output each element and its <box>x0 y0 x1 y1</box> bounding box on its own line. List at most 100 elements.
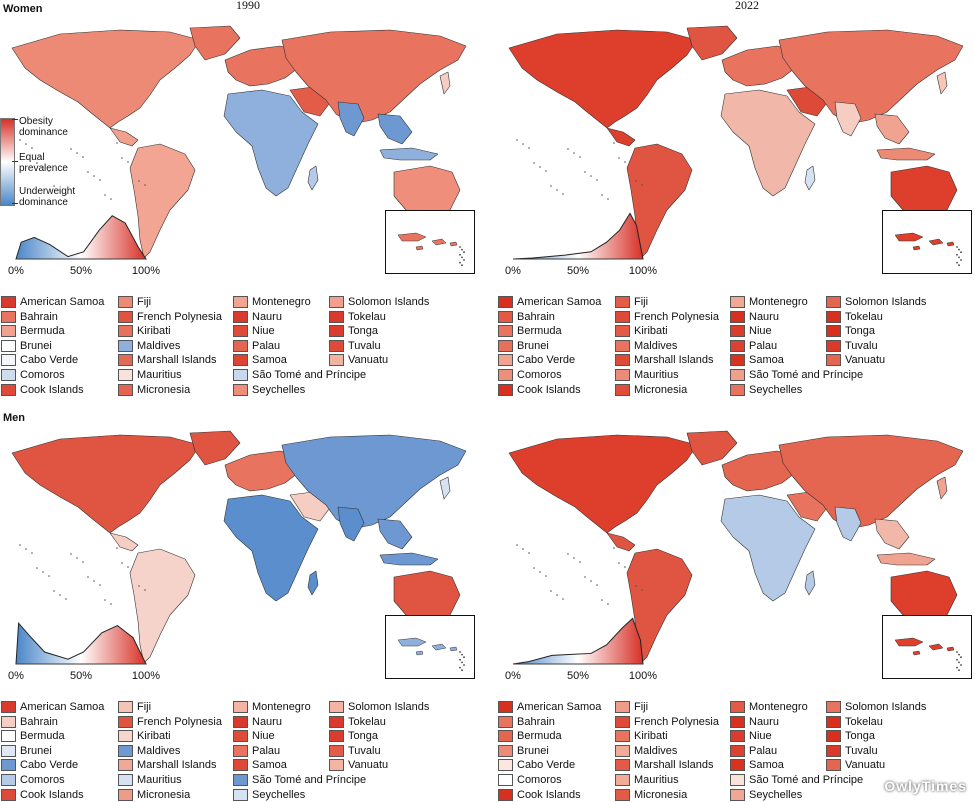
legend-item: Kiribati <box>615 729 668 743</box>
island-dot <box>545 170 547 172</box>
legend-swatch <box>730 339 745 352</box>
legend-item: Tonga <box>826 324 875 338</box>
legend-label: São Tomé and Príncipe <box>749 369 864 381</box>
island-dot <box>87 576 89 578</box>
legend-item: Fiji <box>615 700 648 714</box>
inset-island <box>449 241 458 247</box>
island-dot <box>144 589 146 591</box>
legend-swatch <box>826 715 841 728</box>
tick-label: 50% <box>566 670 590 682</box>
legend-swatch <box>826 296 841 308</box>
world-map <box>11 25 475 259</box>
legend-label: Tuvalu <box>348 744 381 757</box>
legend-item: Tonga <box>826 729 875 743</box>
legend-item: Palau <box>233 744 280 758</box>
island-dot <box>607 198 609 200</box>
legend-label: Cook Islands <box>20 383 84 396</box>
island-dot <box>87 171 89 173</box>
legend-swatch <box>498 701 513 713</box>
inset-island <box>946 241 955 247</box>
legend-item: French Polynesia <box>118 715 222 729</box>
region-seAsia <box>377 518 413 550</box>
legend-item: Bahrain <box>498 715 555 729</box>
inset-island-dot <box>459 246 461 248</box>
legend-label: Niue <box>749 325 772 338</box>
region-seAsia <box>377 113 413 145</box>
legend-item: Samoa <box>730 758 784 772</box>
legend-item: Vanuatu <box>826 353 885 367</box>
inset-island-dot <box>960 664 962 666</box>
island-dot <box>550 590 552 592</box>
legend-label: Cabo Verde <box>20 759 79 772</box>
legend-label: Seychelles <box>252 383 306 396</box>
legend-item: Niue <box>233 324 275 338</box>
inset-island-dot <box>463 251 465 254</box>
island-dot <box>624 161 626 163</box>
world-map <box>11 430 475 664</box>
island-dot <box>545 575 547 577</box>
tick-label: 50% <box>69 670 93 682</box>
legend-label: Solomon Islands <box>845 701 927 713</box>
legend-item: Brunei <box>498 339 549 353</box>
legend-swatch <box>498 759 513 772</box>
legend-item: Micronesia <box>615 788 687 802</box>
region-madagascar <box>804 165 816 191</box>
legend-swatch <box>615 730 630 743</box>
legend-swatch <box>233 759 248 772</box>
island-dot <box>607 603 609 605</box>
legend-swatch <box>329 354 344 367</box>
legend-swatch <box>498 296 513 308</box>
region-europe <box>721 45 798 87</box>
legend-swatch <box>1 774 16 786</box>
legend-swatch <box>1 339 16 352</box>
legend-item: Comoros <box>1 368 65 382</box>
legend-item: American Samoa <box>1 700 104 714</box>
legend-swatch <box>498 744 513 757</box>
legend-swatch <box>233 369 248 381</box>
legend-swatch <box>730 310 745 323</box>
legend-swatch <box>118 339 133 352</box>
island-dot <box>70 553 72 555</box>
inset-island <box>431 238 447 246</box>
inset-island-dot <box>459 658 461 661</box>
legend-swatch <box>1 715 16 728</box>
legend-label: Kiribati <box>137 325 171 338</box>
legend-label: Cook Islands <box>20 788 84 801</box>
legend-label: Seychelles <box>749 788 803 801</box>
region-australia <box>890 165 958 217</box>
legend-swatch <box>233 744 248 757</box>
legend-label: Tokelau <box>348 310 386 323</box>
legend-label: Montenegro <box>749 296 808 308</box>
legend-item: Seychelles <box>730 383 802 397</box>
legend-label: Brunei <box>517 744 549 757</box>
legend-label: Tuvalu <box>845 339 878 352</box>
legend-swatch <box>498 339 513 352</box>
legend-item: Maldives <box>118 744 180 758</box>
region-centralAm <box>606 532 636 552</box>
legend-label: Bermuda <box>517 730 562 743</box>
legend-swatch <box>730 730 745 743</box>
legend-item: Nauru <box>730 715 779 729</box>
island-dot <box>590 175 592 177</box>
legend-item: Brunei <box>498 744 549 758</box>
island-dot <box>516 139 518 141</box>
density-curve <box>15 621 147 665</box>
island-dot <box>48 575 50 577</box>
island-dot <box>121 562 123 564</box>
legend-item: Montenegro <box>730 295 808 309</box>
legend-swatch <box>233 296 248 308</box>
density-curve <box>512 617 644 665</box>
region-northAmerica <box>11 434 201 534</box>
island-dot <box>618 562 620 564</box>
legend-swatch <box>233 788 248 801</box>
inset-island <box>894 637 924 647</box>
inset-island-dot <box>958 248 960 251</box>
legend-label: São Tomé and Príncipe <box>252 369 367 381</box>
legend-swatch <box>329 730 344 743</box>
legend-swatch <box>826 325 841 338</box>
region-asia <box>281 29 467 125</box>
panel-w2022: 0% 50% 100% American Samoa Bahrain Bermuda Bru… <box>497 20 975 396</box>
legend-label: Kiribati <box>137 730 171 743</box>
legend-item: Marshall Islands <box>615 758 713 772</box>
legend-swatch <box>118 788 133 801</box>
